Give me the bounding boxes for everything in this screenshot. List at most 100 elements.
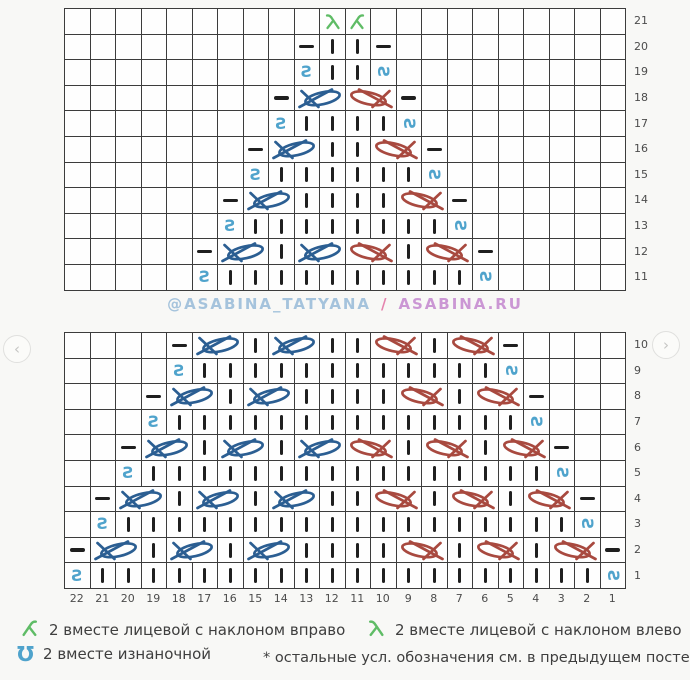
knit-stitch-icon bbox=[305, 414, 309, 430]
grid-cell-r1-c5 bbox=[498, 563, 524, 589]
row-number: 2 bbox=[634, 543, 641, 557]
grid-cell-r7-c6 bbox=[473, 409, 499, 436]
grid-cell-r12-c17 bbox=[192, 239, 218, 265]
grid-cell-r12-c5 bbox=[498, 239, 524, 265]
grid-cell-r11-c5 bbox=[498, 264, 524, 291]
grid-cell-r11-c17: Ƨ bbox=[192, 264, 218, 291]
knit-stitch-icon bbox=[305, 465, 309, 481]
grid-cell-r8-c9 bbox=[396, 384, 448, 410]
grid-cell-r17-c20 bbox=[116, 111, 142, 137]
row-number: 12 bbox=[634, 244, 648, 258]
grid-cell-r20-c15 bbox=[243, 34, 269, 61]
grid-cell-r2-c3 bbox=[549, 537, 601, 564]
grid-cell-r6-c5 bbox=[498, 435, 550, 461]
row-number: 6 bbox=[634, 440, 641, 454]
grid-cell-r3-c19 bbox=[141, 512, 167, 538]
grid-cell-r11-c19 bbox=[141, 264, 167, 291]
grid-cell-r13-c21 bbox=[90, 213, 116, 240]
grid-cell-r1-c17 bbox=[192, 563, 218, 589]
knit-stitch-icon bbox=[330, 465, 334, 481]
grid-cell-r19-c13: Ƨ bbox=[294, 60, 320, 86]
row-number: 18 bbox=[634, 91, 648, 105]
knit-stitch-icon bbox=[305, 516, 309, 532]
carousel-next-button[interactable]: › bbox=[652, 331, 680, 359]
row-number: 8 bbox=[634, 389, 641, 403]
knit-stitch-icon bbox=[126, 568, 130, 584]
grid-cell-r16-c11 bbox=[345, 136, 371, 163]
cable-cross-red-icon bbox=[400, 386, 444, 407]
grid-cell-r7-c12 bbox=[320, 409, 346, 436]
knit-stitch-icon bbox=[203, 465, 207, 481]
grid-cell-r18-c7 bbox=[447, 85, 473, 112]
knit-stitch-icon bbox=[407, 440, 411, 456]
grid-cell-r21-c8 bbox=[422, 9, 448, 35]
cable-cross-red-icon bbox=[451, 335, 495, 356]
purl-stitch-icon bbox=[554, 446, 570, 450]
knit-stitch-icon bbox=[330, 388, 334, 404]
knit-stitch-icon bbox=[483, 465, 487, 481]
purl-stitch-icon bbox=[69, 548, 85, 552]
grid-cell-r15-c19 bbox=[141, 162, 167, 189]
knit-stitch-icon bbox=[305, 218, 309, 234]
knit-stitch-icon bbox=[177, 414, 181, 430]
knit-stitch-icon bbox=[356, 491, 360, 507]
col-number: 15 bbox=[248, 592, 263, 605]
row-number: 7 bbox=[634, 415, 641, 429]
grid-cell-r15-c4 bbox=[524, 162, 550, 189]
grid-cell-r11-c20 bbox=[116, 264, 142, 291]
grid-cell-r2-c6 bbox=[473, 537, 524, 564]
grid-cell-r21-c10 bbox=[371, 9, 397, 35]
grid-cell-r13-c10 bbox=[371, 213, 397, 240]
grid-cell-r7-c3 bbox=[549, 409, 575, 436]
grid-cell-r21-c22 bbox=[65, 9, 91, 35]
grid-cell-r9-c5: Ƨ bbox=[498, 358, 524, 385]
legend-item-purl2tog: Ʊ 2 вместе изнаночной bbox=[17, 644, 211, 664]
grid-cell-r20-c6 bbox=[473, 34, 499, 61]
row-number: 14 bbox=[634, 193, 648, 207]
knit-stitch-icon bbox=[330, 218, 334, 234]
cable-cross-red-icon bbox=[400, 540, 444, 561]
grid-cell-r1-c16 bbox=[218, 563, 244, 589]
col-number: 21 bbox=[95, 592, 110, 605]
grid-cell-r11-c22 bbox=[65, 264, 91, 291]
grid-cell-r9-c10 bbox=[371, 358, 397, 385]
grid-cell-r9-c12 bbox=[320, 358, 346, 385]
grid-cell-r8-c16 bbox=[218, 384, 244, 410]
grid-cell-r4-c10 bbox=[371, 486, 422, 513]
knit-stitch-icon bbox=[228, 516, 232, 532]
grid-cell-r8-c6 bbox=[473, 384, 524, 410]
grid-cell-r5-c1 bbox=[600, 460, 626, 487]
grid-cell-r5-c11 bbox=[345, 460, 371, 487]
grid-cell-r3-c14 bbox=[269, 512, 295, 538]
grid-cell-r3-c20 bbox=[116, 512, 142, 538]
knit-stitch-icon bbox=[534, 568, 538, 584]
grid-cell-r5-c4 bbox=[524, 460, 550, 487]
knit-stitch-icon bbox=[228, 465, 232, 481]
knit-stitch-icon bbox=[330, 116, 334, 132]
grid-cell-r11-c14 bbox=[269, 264, 295, 291]
grid-cell-r15-c9 bbox=[396, 162, 422, 189]
grid-cell-r5-c7 bbox=[447, 460, 473, 487]
grid-cell-r3-c16 bbox=[218, 512, 244, 538]
grid-cell-r20-c18 bbox=[167, 34, 193, 61]
grid-cell-r18-c14 bbox=[269, 85, 295, 112]
cable-cross-blue-icon bbox=[93, 540, 137, 561]
carousel-prev-button[interactable]: ‹ bbox=[3, 335, 31, 363]
purl-stitch-icon bbox=[197, 250, 213, 254]
grid-cell-r10-c17 bbox=[192, 333, 244, 359]
grid-cell-r12-c3 bbox=[549, 239, 575, 265]
knit-stitch-icon bbox=[381, 388, 385, 404]
knit-stitch-icon bbox=[381, 218, 385, 234]
grid-cell-r10-c18 bbox=[167, 333, 193, 359]
grid-cell-r1-c18 bbox=[167, 563, 193, 589]
grid-cell-r13-c19 bbox=[141, 213, 167, 240]
grid-cell-r13-c6 bbox=[473, 213, 499, 240]
grid-cell-r14-c15 bbox=[243, 188, 295, 214]
grid-cell-r13-c14 bbox=[269, 213, 295, 240]
cable-cross-red-icon bbox=[528, 489, 571, 510]
grid-cell-r16-c5 bbox=[498, 136, 524, 163]
grid-cell-r20-c2 bbox=[575, 34, 601, 61]
grid-cell-r16-c1 bbox=[600, 136, 626, 163]
knit-stitch-icon bbox=[458, 542, 462, 558]
